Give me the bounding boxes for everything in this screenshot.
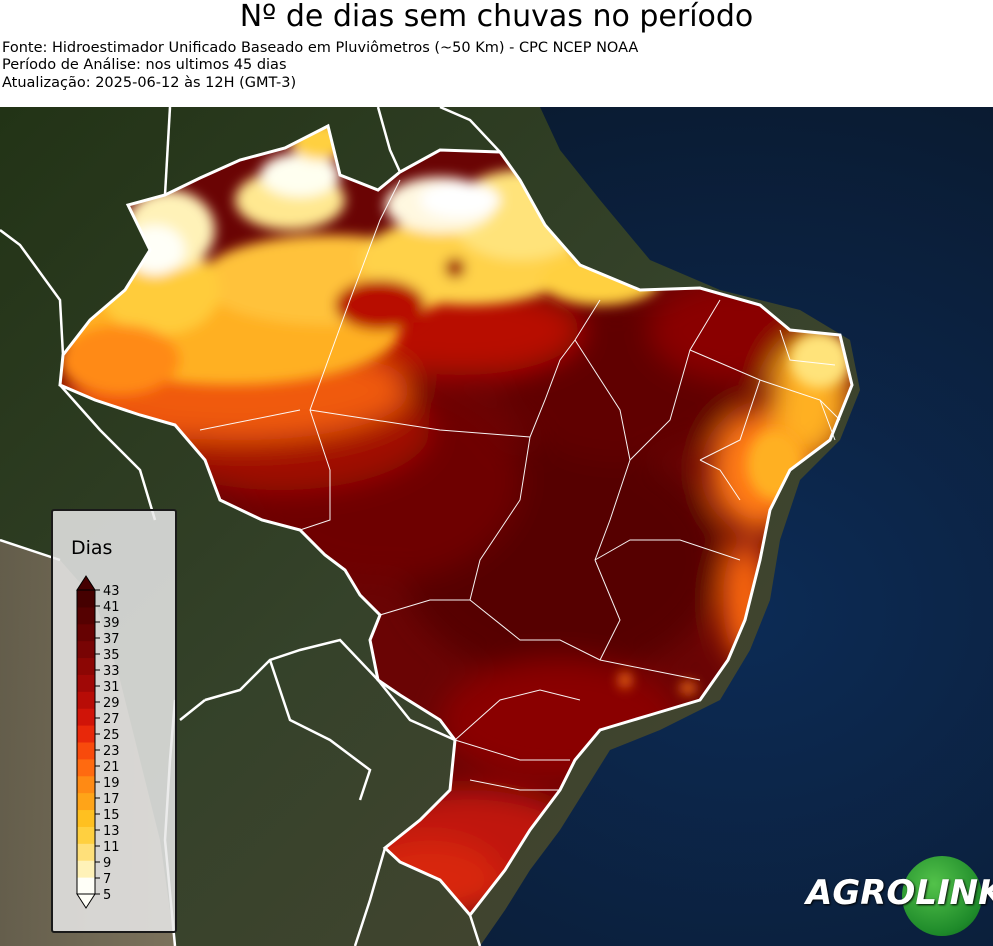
colorbar-tick-label: 41 [103,600,120,615]
colorbar-segment [77,590,95,608]
colorbar-tick-label: 11 [103,840,120,855]
colorbar-tick-label: 35 [103,648,120,663]
legend-title: Dias [71,537,113,559]
colorbar-outline [76,589,96,895]
colorbar-segment [77,623,95,642]
colorbar-segment [77,606,95,625]
colorbar-segment [77,657,95,675]
logo-text-right: LINK [915,873,993,913]
colorbar-tick-label: 13 [103,824,120,839]
map-canvas [0,107,993,946]
colorbar-segment [77,758,95,777]
colorbar-tick-label: 43 [103,584,120,599]
colorbar-tick-label: 23 [103,744,120,759]
colorbar-tick-label: 21 [103,760,120,775]
period-text: Período de Análise: nos ultimos 45 dias [2,57,287,73]
colorbar-max-arrow [76,575,96,591]
header: Nº de dias sem chuvas no período Fonte: … [0,0,993,107]
colorbar-segment [77,809,95,827]
logo-circle [902,856,982,936]
colorbar-segment [77,775,95,794]
colorbar-tick-label: 25 [103,728,120,743]
colorbar-tick-label: 15 [103,808,120,823]
agrolink-logo: AGROLINK [806,855,993,937]
colorbar-segment [77,691,95,709]
colorbar-segment [77,708,95,726]
colorbar-tick-label: 7 [103,872,111,887]
colorbar-tick-label: 9 [103,856,111,871]
colorbar-segment [77,725,95,743]
colorbar-segment [77,640,95,659]
colorbar-segment [77,843,95,861]
colorbar-tick-label: 19 [103,776,120,791]
colorbar-tick-label: 37 [103,632,120,647]
colorbar-tick-label: 33 [103,664,120,679]
state-borders [199,179,841,791]
colorbar-tick-label: 17 [103,792,120,807]
map-title: Nº de dias sem chuvas no período [239,0,754,34]
legend: Dias 43 41 39 37 35 33 31 29 27 25 23 21 19 17 15 13 11 9… [51,509,177,933]
colorbar-segment [77,826,95,844]
source-text: Fonte: Hidroestimador Unificado Baseado … [2,40,639,56]
colorbar-segment [77,877,95,895]
colorbar-tick-label: 39 [103,616,120,631]
colorbar-segment [77,792,95,811]
update-text: Atualização: 2025-06-12 às 12H (GMT-3) [2,75,297,91]
logo-text: AGROLINK [806,873,993,913]
colorbar-segment [77,674,95,692]
colorbar-segment [77,860,95,878]
colorbar-min-arrow [76,893,96,909]
colorbar-tick-label: 5 [103,888,111,903]
colorbar-segment [77,742,95,760]
logo-text-left: AGRO [806,873,916,913]
colorbar-tick-label: 31 [103,680,120,695]
colorbar-tick-label: 29 [103,696,120,711]
colorbar-tick-label: 27 [103,712,120,727]
brazil-border [58,123,854,918]
